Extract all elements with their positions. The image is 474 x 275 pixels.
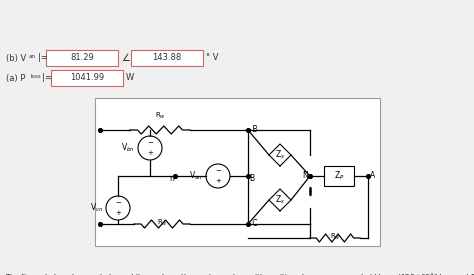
Text: V$_{bn}$: V$_{bn}$: [121, 142, 135, 154]
Text: 81.29: 81.29: [70, 54, 94, 62]
FancyBboxPatch shape: [131, 50, 203, 66]
Text: an: an: [29, 54, 36, 59]
Text: The figure below shows a balanced three phase three wire system with positive ph: The figure below shows a balanced three …: [5, 271, 474, 275]
Text: Z$_s$: Z$_s$: [275, 149, 285, 161]
Text: A: A: [370, 172, 375, 180]
Text: −: −: [115, 200, 121, 206]
FancyBboxPatch shape: [51, 70, 123, 86]
Text: B: B: [250, 125, 257, 134]
Text: n: n: [169, 174, 174, 183]
Text: +: +: [147, 150, 153, 156]
Text: R$_w$: R$_w$: [329, 232, 340, 242]
Text: −: −: [215, 168, 221, 174]
Text: ° V: ° V: [206, 54, 219, 62]
Text: N: N: [302, 172, 308, 180]
Text: (a) P: (a) P: [6, 73, 26, 82]
Text: V$_{an}$: V$_{an}$: [190, 170, 203, 182]
Text: ∠: ∠: [121, 53, 130, 63]
Text: +: +: [115, 210, 121, 216]
Text: 1041.99: 1041.99: [70, 73, 104, 82]
Bar: [324, 166, 354, 186]
Text: W: W: [126, 73, 134, 82]
Text: +: +: [215, 178, 221, 185]
Text: |=: |=: [38, 54, 48, 62]
Text: 143.88: 143.88: [152, 54, 182, 62]
FancyBboxPatch shape: [46, 50, 118, 66]
Text: −: −: [147, 140, 153, 146]
Text: Z$_s$: Z$_s$: [275, 194, 285, 206]
Text: Z$_P$: Z$_P$: [334, 170, 344, 182]
Text: R$_w$: R$_w$: [155, 111, 165, 121]
Text: V$_{cn}$: V$_{cn}$: [90, 202, 103, 214]
Text: (b) V: (b) V: [6, 54, 26, 62]
Bar: [95, 98, 380, 246]
Text: R$_w$: R$_w$: [156, 218, 167, 228]
Text: B: B: [249, 174, 254, 183]
Text: |=: |=: [42, 73, 52, 82]
Text: loss: loss: [31, 74, 42, 79]
Text: C: C: [250, 219, 258, 229]
